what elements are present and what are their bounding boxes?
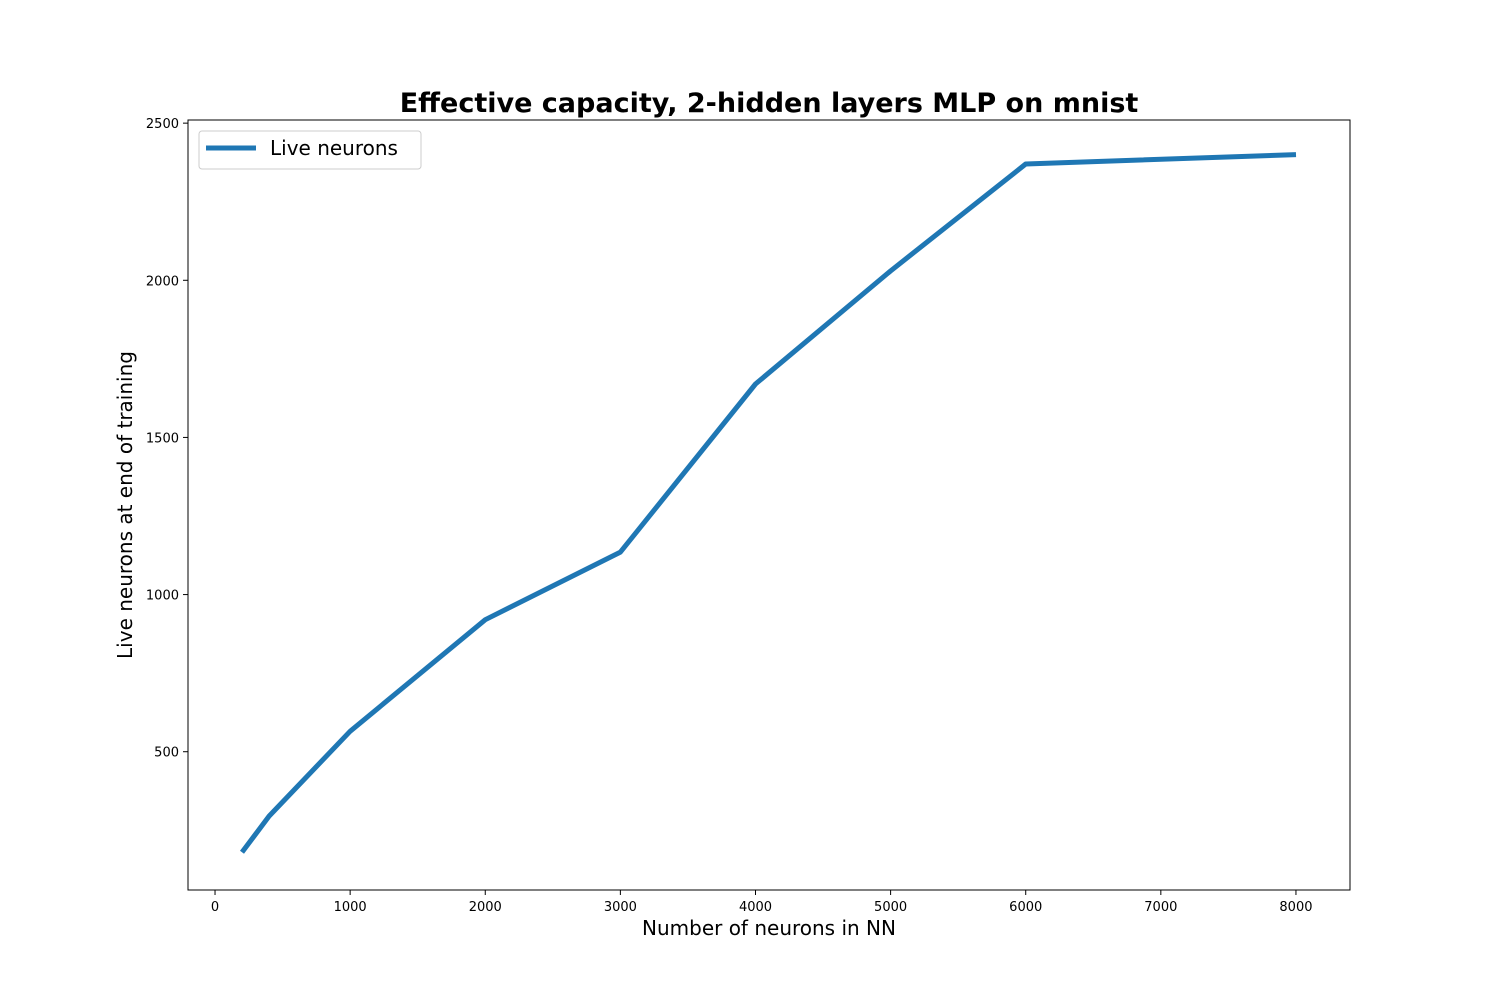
chart-title: Effective capacity, 2-hidden layers MLP … (400, 88, 1139, 119)
y-axis: 500 1000 1500 2000 2500 (146, 117, 188, 761)
plot-area (239, 152, 1297, 854)
x-tick-label: 8000 (1279, 900, 1312, 915)
x-tick-label: 5000 (874, 900, 907, 915)
x-tick-label: 4000 (739, 900, 772, 915)
x-axis-label: Number of neurons in NN (642, 916, 896, 940)
series-line-live-neurons (239, 152, 1297, 854)
x-tick-label: 7000 (1144, 900, 1177, 915)
legend-label-live-neurons: Live neurons (270, 136, 398, 160)
x-tick-label: 1000 (334, 900, 367, 915)
y-tick-label: 2000 (146, 274, 179, 289)
x-tick-label: 6000 (1009, 900, 1042, 915)
x-tick-label: 3000 (604, 900, 637, 915)
y-tick-label: 1000 (146, 589, 179, 604)
y-tick-label: 500 (154, 746, 179, 761)
y-tick-label: 2500 (146, 117, 179, 132)
x-axis: 0 1000 2000 3000 4000 5000 6000 7000 8000 (211, 890, 1313, 915)
legend-box (198, 130, 422, 170)
legend: Live neurons (198, 130, 422, 170)
y-axis-label: Live neurons at end of training (113, 351, 137, 659)
plot-frame (187, 119, 1351, 891)
x-tick-label: 2000 (469, 900, 502, 915)
y-tick-label: 1500 (146, 431, 179, 446)
x-tick-label: 0 (211, 900, 219, 915)
